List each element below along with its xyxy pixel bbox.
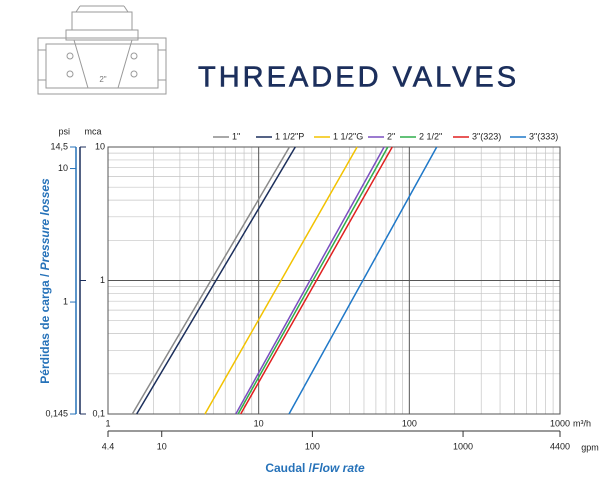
x-unit: m³/h <box>573 418 591 428</box>
valve-illustration: 2" <box>37 5 167 95</box>
illustration-label: 2" <box>99 75 106 84</box>
series-line <box>240 146 393 415</box>
y-tick-label: 10 <box>95 141 105 151</box>
x-axis-label: Caudal /Flow rate <box>265 461 365 475</box>
y2-tick-label: 0,145 <box>45 408 68 418</box>
x2-tick-label: 1000 <box>453 441 473 451</box>
legend-label: 3"(323) <box>472 131 501 141</box>
x-axis-label-es: Caudal / <box>265 461 312 475</box>
chart-title: THREADED VALVES <box>198 62 519 94</box>
y-unit: mca <box>84 126 101 136</box>
x2-tick-label: 10 <box>157 441 167 451</box>
series-line <box>204 146 358 415</box>
y-tick-label: 1 <box>100 275 105 285</box>
legend-label: 1 1/2"G <box>333 131 363 141</box>
y2-tick-label: 14,5 <box>50 141 68 151</box>
legend-label: 2 1/2" <box>419 131 442 141</box>
x2-tick-label: 4.4 <box>102 441 115 451</box>
series-line <box>235 146 385 415</box>
legend-label: 2" <box>387 131 395 141</box>
y-axis-label-en: Pressure losses <box>38 178 52 270</box>
x-tick-label: 1000 <box>550 418 570 428</box>
series-line <box>288 146 438 415</box>
y2-unit: psi <box>58 126 70 136</box>
series-line <box>131 146 291 415</box>
x2-tick-label: 4400 <box>550 441 570 451</box>
legend-label: 1 1/2"P <box>275 131 304 141</box>
y-axis-label: Pérdidas de carga / Pressure losses <box>38 178 52 384</box>
legend-label: 1" <box>232 131 240 141</box>
x-axis-label-en: Flow rate <box>312 461 365 475</box>
x2-unit: gpm <box>581 442 599 452</box>
series-line <box>136 146 296 415</box>
x-tick-label: 100 <box>402 418 417 428</box>
y-tick-label: 0,1 <box>92 408 105 418</box>
x-tick-label: 10 <box>254 418 264 428</box>
y-axis-label-es: Pérdidas de carga / <box>38 273 52 384</box>
x-tick-label: 1 <box>105 418 110 428</box>
y2-tick-label: 1 <box>63 296 68 306</box>
series-line <box>237 146 389 415</box>
legend-label: 3"(333) <box>529 131 558 141</box>
y2-tick-label: 10 <box>58 163 68 173</box>
x2-tick-label: 100 <box>305 441 320 451</box>
